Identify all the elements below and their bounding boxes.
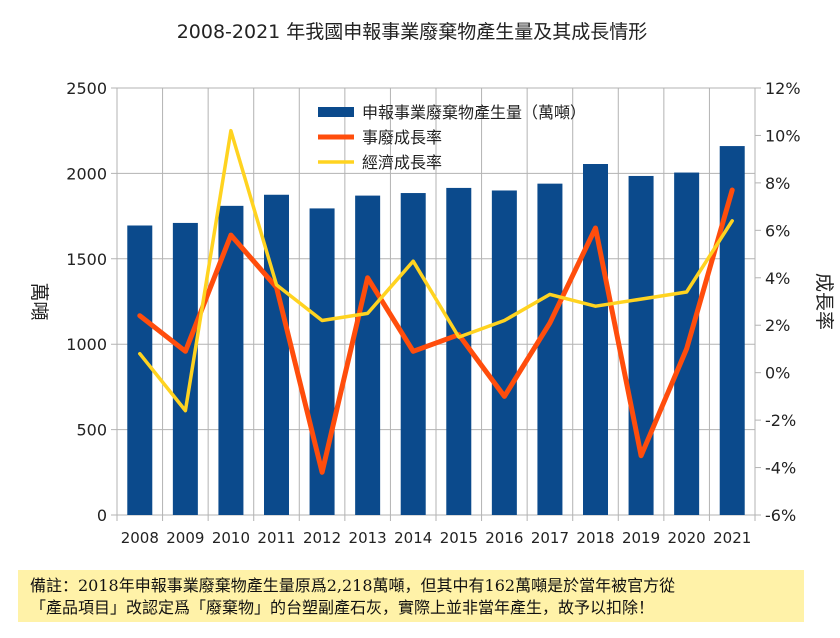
x-tick-label: 2017 (531, 529, 569, 547)
bar-2014 (400, 193, 426, 516)
y2-tick-label: -6% (765, 506, 796, 525)
chart-title: 2008-2021 年我國申報事業廢棄物產生量及其成長情形 (177, 21, 648, 43)
bar-2017 (537, 183, 563, 515)
bar-2008 (127, 225, 153, 515)
legend-label-1: 申報事業廢棄物產生量（萬噸） (362, 103, 586, 122)
legend-label-2: 事廢成長率 (362, 128, 442, 147)
x-tick-label: 2008 (121, 529, 159, 547)
bar-2019 (628, 175, 654, 515)
x-tick-label: 2020 (668, 529, 706, 547)
x-tick-label: 2018 (576, 529, 614, 547)
y2-tick-label: 0% (765, 364, 790, 383)
footnote-line-2: 「產品項目」改認定爲「廢棄物」的台塑副產石灰，實際上並非當年產生，故予以扣除！ (30, 598, 655, 617)
x-tick-label: 2009 (166, 529, 204, 547)
y-tick-label: 2500 (66, 79, 107, 98)
y2-tick-label: 6% (765, 221, 790, 240)
x-tick-label: 2010 (212, 529, 250, 547)
bar-2021 (719, 146, 745, 515)
x-tick-label: 2019 (622, 529, 660, 547)
y2-tick-label: -4% (765, 459, 796, 478)
x-tick-label: 2015 (440, 529, 478, 547)
x-tick-label: 2011 (257, 529, 295, 547)
y2-tick-label: 12% (765, 79, 801, 98)
bar-2011 (264, 194, 289, 515)
x-tick-label: 2021 (713, 529, 751, 547)
series-line-2 (138, 128, 734, 413)
series-line-1 (137, 187, 735, 475)
y2-axis-title: 成長率 (813, 273, 835, 330)
y-tick-label: 1000 (66, 335, 107, 354)
y2-tick-label: 8% (765, 174, 790, 193)
y-tick-label: 500 (76, 421, 107, 440)
x-tick-label: 2014 (394, 529, 432, 547)
bar-2015 (446, 187, 472, 515)
chart-svg: 0 500 1000 1500 2000 2500 -6% -4% -2% 0% 2% 4% 6% 8% 1… (28, 21, 835, 547)
bar-2018 (583, 164, 608, 516)
y2-tick-label: 2% (765, 316, 790, 335)
footnote-box: 備註：2018年申報事業廢棄物產生量原爲2,218萬噸，但其中有162萬噸是於當… (18, 570, 804, 622)
y-tick-label: 2000 (66, 164, 107, 183)
y-tick-label: 1500 (66, 250, 107, 269)
y-tick-label: 0 (97, 506, 107, 525)
bar-2009 (172, 222, 198, 515)
footnote-line-1: 備註：2018年申報事業廢棄物產生量原爲2,218萬噸，但其中有162萬噸是於當… (30, 576, 676, 595)
x-tick-label: 2016 (485, 529, 523, 547)
y2-tick-label: -2% (765, 411, 796, 430)
y2-tick-label: 4% (765, 269, 790, 288)
legend-swatch-1 (318, 107, 354, 117)
bar-2013 (355, 195, 381, 515)
x-tick-label: 2012 (303, 529, 341, 547)
bar-2016 (491, 190, 517, 516)
y-axis-title: 萬噸 (28, 282, 50, 320)
legend-label-3: 經濟成長率 (362, 153, 442, 172)
x-tick-label: 2013 (349, 529, 387, 547)
y2-tick-label: 10% (765, 126, 801, 145)
